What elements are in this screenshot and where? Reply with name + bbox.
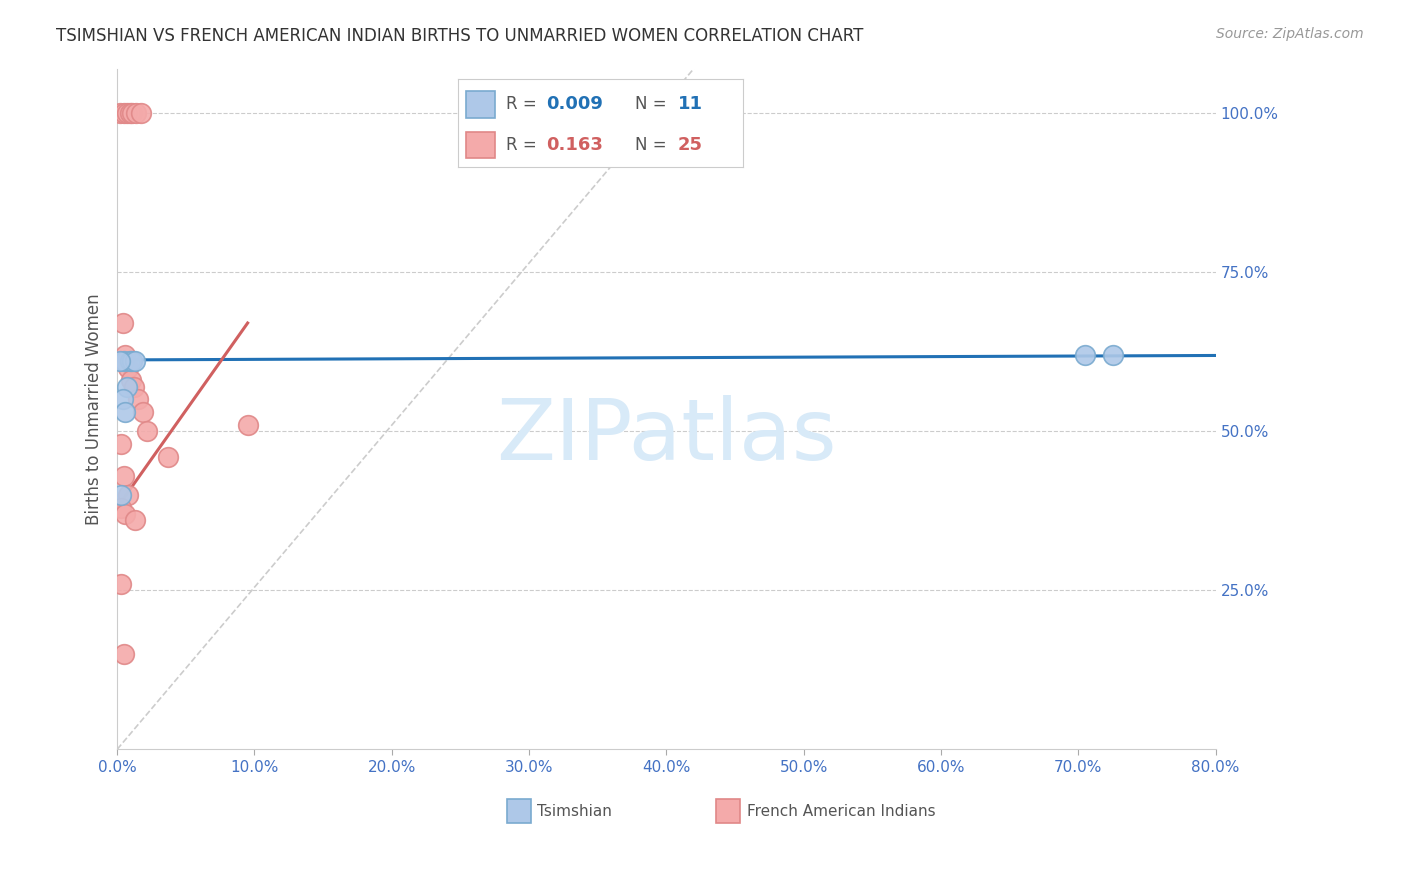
Point <box>115 106 138 120</box>
Point <box>124 513 146 527</box>
Point <box>136 424 159 438</box>
Point <box>112 106 135 120</box>
FancyBboxPatch shape <box>508 799 531 822</box>
Point <box>114 507 136 521</box>
Point <box>127 392 149 407</box>
Text: TSIMSHIAN VS FRENCH AMERICAN INDIAN BIRTHS TO UNMARRIED WOMEN CORRELATION CHART: TSIMSHIAN VS FRENCH AMERICAN INDIAN BIRT… <box>56 27 863 45</box>
Point <box>120 373 142 387</box>
Text: ZIPatlas: ZIPatlas <box>496 394 837 477</box>
Point <box>108 106 131 120</box>
Text: Tsimshian: Tsimshian <box>537 804 612 819</box>
Point <box>1074 348 1097 362</box>
Point <box>108 354 131 368</box>
Point <box>125 106 148 120</box>
Point <box>110 437 132 451</box>
Point <box>112 468 135 483</box>
Point <box>122 379 145 393</box>
Point <box>112 354 135 368</box>
Point <box>1101 348 1123 362</box>
Point <box>129 106 152 120</box>
Text: French American Indians: French American Indians <box>747 804 935 819</box>
Point <box>118 354 141 368</box>
FancyBboxPatch shape <box>716 799 740 822</box>
Point <box>110 577 132 591</box>
Point <box>111 392 134 407</box>
Point <box>110 488 132 502</box>
Point <box>121 106 143 120</box>
Point <box>111 316 134 330</box>
Point <box>115 379 138 393</box>
Point <box>114 348 136 362</box>
Point <box>110 500 132 515</box>
Point <box>118 106 141 120</box>
Point <box>236 417 259 432</box>
Point <box>114 405 136 419</box>
Point <box>117 488 139 502</box>
Text: Source: ZipAtlas.com: Source: ZipAtlas.com <box>1216 27 1364 41</box>
Point <box>121 354 143 368</box>
Y-axis label: Births to Unmarried Women: Births to Unmarried Women <box>86 293 103 524</box>
Point <box>124 354 146 368</box>
Point <box>112 647 135 661</box>
Point <box>132 405 155 419</box>
Point <box>117 360 139 375</box>
Point <box>156 450 179 464</box>
